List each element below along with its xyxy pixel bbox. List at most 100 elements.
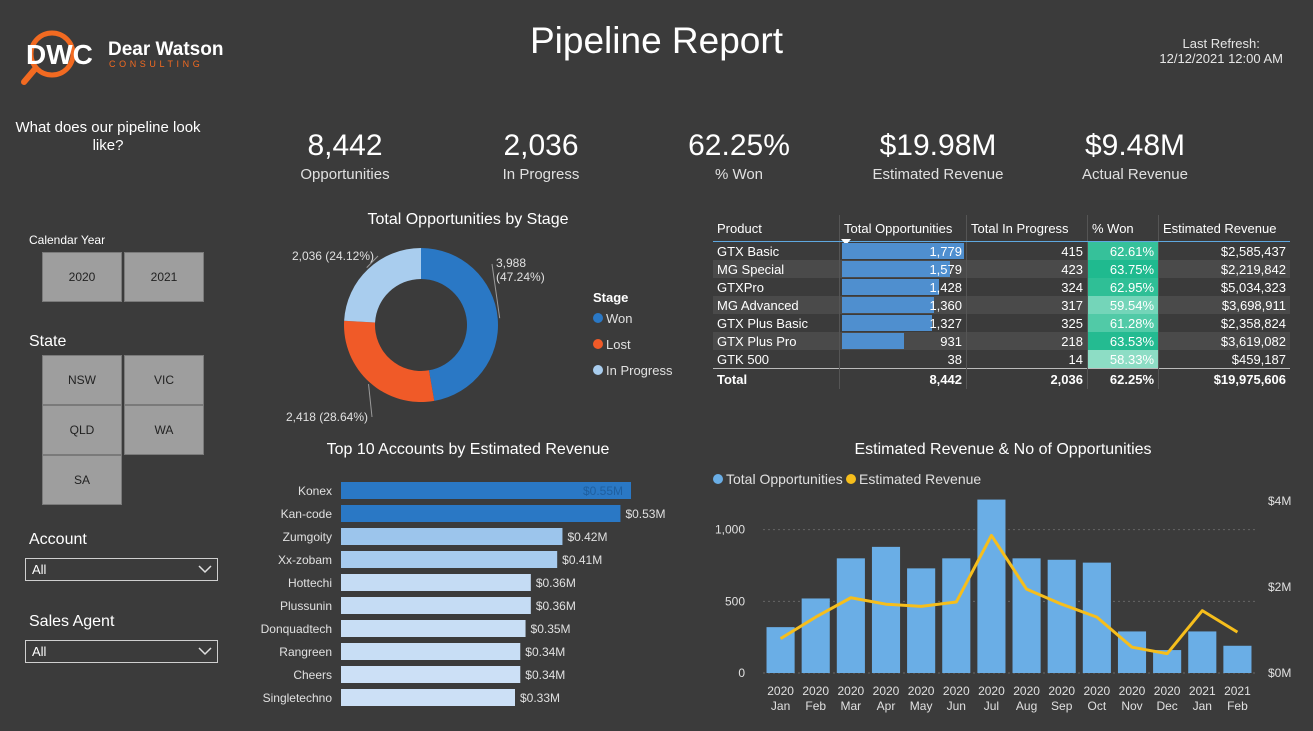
- year-tile-2020[interactable]: 2020: [42, 252, 122, 302]
- table-row[interactable]: GTX Plus Basic 1,327 325 61.28% $2,358,824: [713, 314, 1290, 332]
- year-tile-2021[interactable]: 2021: [124, 252, 204, 302]
- opportunities-bar: [842, 261, 950, 277]
- col-header-estimated-revenue[interactable]: Estimated Revenue: [1158, 215, 1290, 242]
- donut-data-label-pct: (47.24%): [496, 270, 545, 284]
- cell-total-opportunities: 1,428: [839, 278, 967, 296]
- opportunities-bar[interactable]: [801, 598, 830, 673]
- table-row[interactable]: GTXPro 1,428 324 62.95% $5,034,323: [713, 278, 1290, 296]
- opportunities-bar[interactable]: [977, 499, 1006, 673]
- legend-item-estimated-revenue[interactable]: Estimated Revenue: [859, 471, 981, 487]
- accounts-chart-title: Top 10 Accounts by Estimated Revenue: [326, 441, 610, 458]
- account-bar[interactable]: [341, 620, 526, 637]
- cell-in-progress: 14: [966, 350, 1088, 369]
- cell-percent-won: 62.95%: [1087, 278, 1159, 296]
- account-bar[interactable]: [341, 505, 621, 522]
- y-left-tick-label: 0: [738, 666, 745, 680]
- sales-agent-label: Sales Agent: [29, 613, 115, 630]
- account-bar[interactable]: [341, 482, 631, 499]
- kpi-value: 8,442: [307, 129, 383, 162]
- x-tick-year: 2020: [1084, 684, 1111, 698]
- x-tick-year: 2020: [767, 684, 794, 698]
- account-bar[interactable]: [341, 574, 531, 591]
- table-row[interactable]: GTX Plus Pro 931 218 63.53% $3,619,082: [713, 332, 1290, 350]
- table-row[interactable]: GTX Basic 1,779 415 62.61% $2,585,437: [713, 241, 1290, 260]
- logo: DWC Dear Watson CONSULTING: [18, 24, 238, 88]
- cell-percent-won: 63.75%: [1087, 260, 1159, 278]
- opportunities-bar[interactable]: [942, 558, 971, 673]
- opportunities-bar[interactable]: [871, 546, 901, 673]
- donut-leader-line: [368, 384, 373, 418]
- legend-item-total-opportunities[interactable]: Total Opportunities: [726, 471, 843, 487]
- opportunities-value: 1,360: [929, 297, 962, 313]
- col-header-product[interactable]: Product: [713, 215, 840, 242]
- kpi-actual-revenue: $9.48M Actual Revenue: [1040, 128, 1230, 183]
- kpi-estimated-revenue: $19.98M Estimated Revenue: [843, 128, 1033, 183]
- x-tick-month: Mar: [841, 699, 862, 713]
- x-tick-year: 2021: [1224, 684, 1251, 698]
- cell-in-progress: 325: [966, 314, 1088, 332]
- donut-slice-won[interactable]: [421, 248, 498, 401]
- cell-total-opportunities: 38: [839, 350, 967, 369]
- cell-in-progress: 415: [966, 241, 1088, 260]
- opportunities-bar: [842, 279, 940, 295]
- col-header-total-in-progress[interactable]: Total In Progress: [966, 215, 1088, 242]
- account-bar[interactable]: [341, 666, 521, 683]
- state-tile-wa[interactable]: WA: [124, 405, 204, 455]
- state-tile-qld[interactable]: QLD: [42, 405, 122, 455]
- opportunities-bar[interactable]: [766, 627, 795, 673]
- state-tile-vic[interactable]: VIC: [124, 355, 204, 405]
- x-tick-month: Jan: [1193, 699, 1212, 713]
- account-dropdown[interactable]: All: [25, 558, 218, 581]
- cell-product: GTX Plus Pro: [713, 332, 840, 350]
- logo-name: Dear Watson: [108, 39, 223, 60]
- table-row[interactable]: MG Special 1,579 423 63.75% $2,219,842: [713, 260, 1290, 278]
- cell-product: GTK 500: [717, 351, 770, 367]
- donut-legend-item[interactable]: Lost: [606, 337, 631, 352]
- table-row[interactable]: MG Advanced 1,360 317 59.54% $3,698,911: [713, 296, 1290, 314]
- account-value-label: $0.53M: [625, 507, 665, 521]
- kpi-in-progress: 2,036 In Progress: [446, 128, 636, 183]
- opportunities-bar[interactable]: [1153, 650, 1182, 673]
- account-label: Account: [29, 531, 87, 548]
- x-tick-year: 2020: [978, 684, 1005, 698]
- donut-slice-lost[interactable]: [344, 320, 435, 402]
- donut-slice-in-progress[interactable]: [344, 248, 421, 323]
- account-bar[interactable]: [341, 643, 521, 660]
- sales-agent-dropdown[interactable]: All: [25, 640, 218, 663]
- x-tick-month: Jun: [947, 699, 966, 713]
- x-tick-month: Apr: [877, 699, 896, 713]
- opportunities-bar[interactable]: [907, 568, 936, 673]
- opportunities-value: 1,327: [929, 315, 962, 331]
- state-tile-sa[interactable]: SA: [42, 455, 122, 505]
- opportunities-bar[interactable]: [1047, 559, 1076, 673]
- donut-data-label: 3,988: [496, 256, 526, 270]
- donut-legend-title: Stage: [593, 290, 628, 305]
- account-label: Plussunin: [280, 599, 332, 613]
- col-header-percent-won[interactable]: % Won: [1087, 215, 1159, 242]
- account-bar[interactable]: [341, 528, 563, 545]
- account-bar[interactable]: [341, 689, 515, 706]
- account-value-label: $0.34M: [525, 668, 565, 682]
- opportunities-bar[interactable]: [836, 558, 865, 673]
- total-opportunities: 8,442: [839, 368, 967, 389]
- opportunities-bar[interactable]: [1188, 631, 1217, 673]
- sales-agent-dropdown-value: All: [32, 644, 47, 659]
- donut-legend-item[interactable]: In Progress: [606, 363, 673, 378]
- account-bar[interactable]: [341, 597, 531, 614]
- table-row[interactable]: GTK 500 38 14 58.33% $459,187: [713, 350, 1290, 369]
- col-header-total-opportunities[interactable]: Total Opportunities: [839, 215, 967, 245]
- cell-estimated-revenue: $2,358,824: [1158, 314, 1290, 332]
- estimated-revenue-line[interactable]: [779, 533, 1239, 656]
- opportunities-bar[interactable]: [1223, 645, 1252, 673]
- state-tile-nsw[interactable]: NSW: [42, 355, 122, 405]
- donut-legend-item[interactable]: Won: [606, 311, 633, 326]
- kpi-label: Actual Revenue: [1082, 166, 1188, 183]
- table-total-row: Total 8,442 2,036 62.25% $19,975,606: [713, 368, 1290, 389]
- x-tick-month: Feb: [805, 699, 826, 713]
- state-label: State: [29, 333, 67, 350]
- top-accounts-bar-chart: Konex $0.55M Kan-code $0.53M Zumgoity $0.42M X…: [261, 482, 665, 706]
- account-value-label: $0.41M: [562, 553, 602, 567]
- account-bar[interactable]: [341, 551, 558, 568]
- opportunities-bar: [842, 243, 964, 259]
- chevron-down-icon: [198, 647, 212, 656]
